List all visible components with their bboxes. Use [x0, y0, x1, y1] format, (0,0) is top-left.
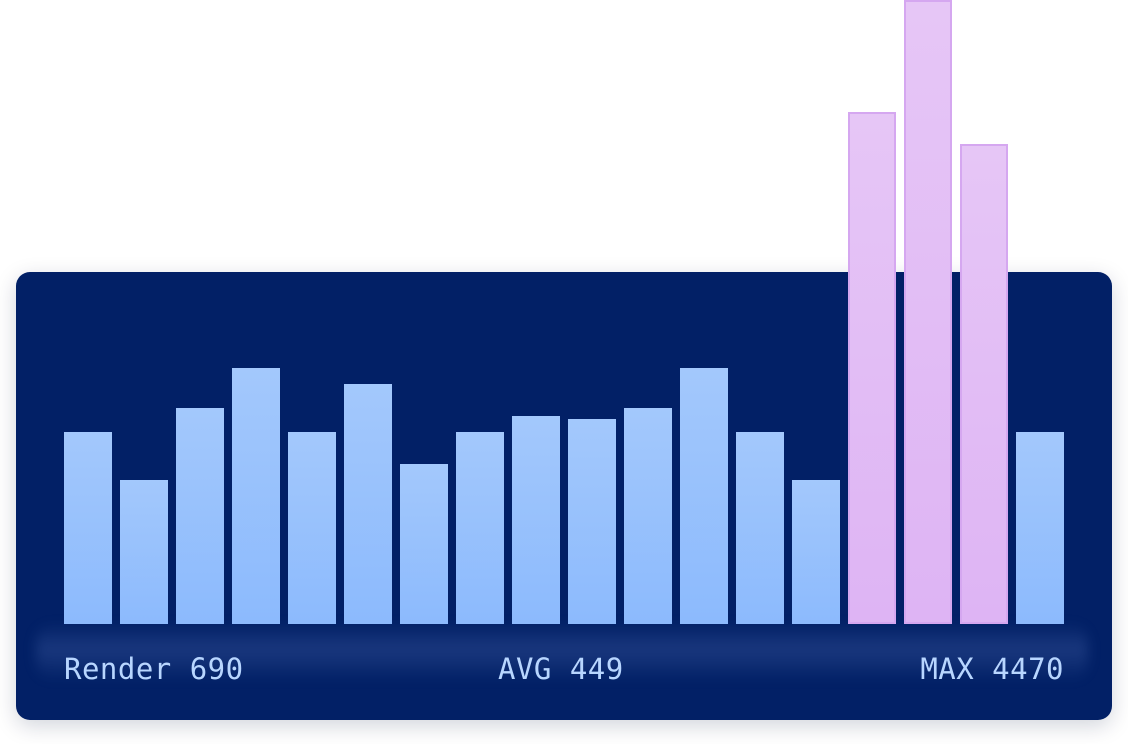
baseline-glow — [36, 622, 1088, 682]
avg-label: AVG 449 — [498, 652, 624, 686]
render-label: Render 690 — [64, 652, 244, 686]
max-label: MAX 4470 — [920, 652, 1064, 686]
